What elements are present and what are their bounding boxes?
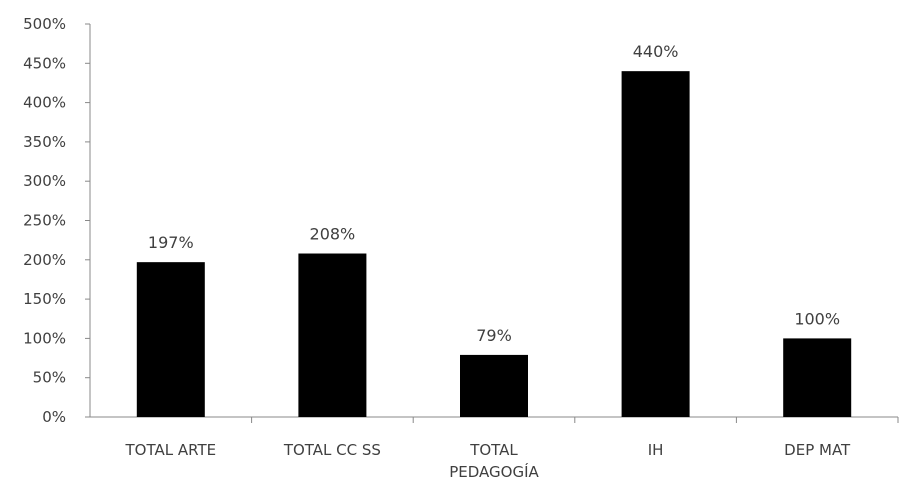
- x-axis-category-labels: TOTAL ARTE TOTAL CC SS TOTAL PEDAGOGÍA IH DEP…: [125, 441, 852, 481]
- y-tick-label: 50%: [33, 369, 66, 387]
- y-tick-label: 450%: [23, 54, 66, 72]
- data-label: 440%: [633, 42, 679, 61]
- bar: [621, 71, 690, 417]
- data-label: 208%: [310, 225, 356, 244]
- data-labels: 197% 208% 79% 440% 100%: [148, 42, 840, 345]
- x-category-label: DEP MAT: [784, 441, 851, 459]
- x-category-label: TOTAL PEDAGOGÍA: [449, 441, 539, 481]
- y-tick-label: 350%: [23, 133, 66, 151]
- bar: [298, 253, 367, 417]
- chart-axes: [85, 23, 899, 423]
- data-label: 197%: [148, 233, 194, 252]
- bars: [136, 71, 852, 417]
- y-tick-label: 150%: [23, 290, 66, 308]
- y-tick-label: 100%: [23, 329, 66, 347]
- x-category-label: IH: [648, 441, 664, 459]
- bar: [136, 262, 205, 417]
- y-tick-label: 200%: [23, 251, 66, 269]
- y-tick-label: 0%: [42, 408, 66, 426]
- bar: [783, 338, 852, 417]
- y-axis-tick-labels: 0% 50% 100% 150% 200% 250% 300% 350% 400% 450% 500…: [23, 15, 66, 426]
- y-tick-label: 400%: [23, 94, 66, 112]
- x-category-label: TOTAL CC SS: [283, 441, 381, 459]
- y-tick-label: 250%: [23, 212, 66, 230]
- bar: [460, 354, 528, 417]
- x-category-label: TOTAL ARTE: [125, 441, 217, 459]
- data-label: 100%: [794, 309, 840, 328]
- y-tick-label: 500%: [23, 15, 66, 33]
- y-tick-label: 300%: [23, 172, 66, 190]
- data-label: 79%: [476, 326, 512, 345]
